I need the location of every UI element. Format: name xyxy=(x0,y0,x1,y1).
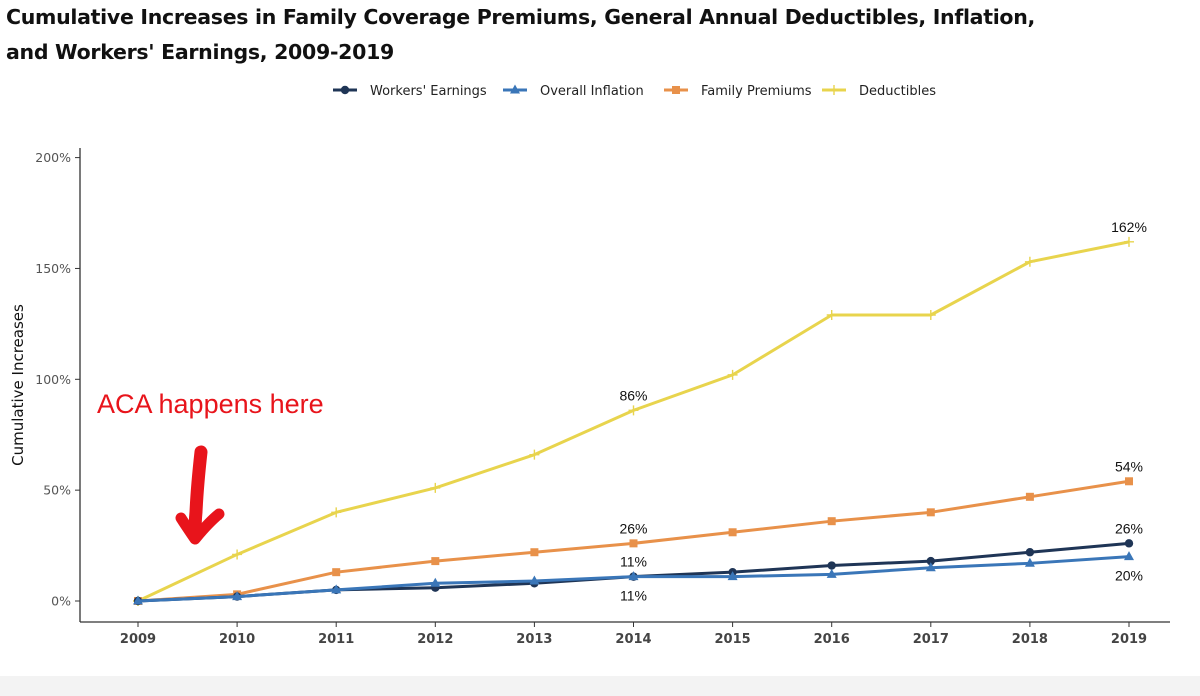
x-tick-label: 2012 xyxy=(417,632,453,647)
point-family-premiums xyxy=(431,557,440,566)
data-labels: 162% 86% 54% 26% 26% 11% 11% 20% xyxy=(619,219,1146,604)
point-deductibles xyxy=(331,507,342,518)
chart-title-line-1: Cumulative Increases in Family Coverage … xyxy=(6,5,1035,29)
legend-marker xyxy=(340,85,350,95)
point-overall-inflation xyxy=(628,571,639,581)
y-tick-label: 100% xyxy=(35,372,71,387)
data-label: 26% xyxy=(619,520,647,536)
series-overall-inflation xyxy=(133,551,1134,605)
legend-item-deductibles: Deductibles xyxy=(822,84,936,99)
chart-title: Cumulative Increases in Family Coverage … xyxy=(6,0,1186,70)
legend-marker xyxy=(672,86,680,94)
point-family-premiums xyxy=(827,517,836,526)
legend-label: Family Premiums xyxy=(701,84,812,99)
point-overall-inflation xyxy=(925,562,936,572)
point-deductibles xyxy=(430,482,441,493)
legend: Workers' Earnings Overall Inflation Family… xyxy=(333,84,936,99)
point-deductibles xyxy=(1024,256,1035,267)
legend-item-family-premiums: Family Premiums xyxy=(664,84,812,99)
data-label: 11% xyxy=(620,588,647,604)
point-overall-inflation xyxy=(826,568,837,578)
series-family-premiums xyxy=(134,477,1133,605)
data-label: 20% xyxy=(1115,568,1143,584)
x-tick-label: 2018 xyxy=(1012,632,1048,647)
chart-title-line-2: and Workers' Earnings, 2009-2019 xyxy=(6,40,395,64)
data-label: 26% xyxy=(1115,520,1143,536)
point-workers-earnings xyxy=(1124,539,1134,548)
aca-annotation: ACA happens here xyxy=(97,389,324,545)
point-deductibles xyxy=(529,449,540,460)
x-tick-label: 2010 xyxy=(219,632,255,647)
data-label: 162% xyxy=(1111,219,1147,235)
point-workers-earnings xyxy=(827,561,836,570)
point-family-premiums xyxy=(728,528,737,537)
legend-marker xyxy=(829,85,839,95)
point-overall-inflation xyxy=(430,577,441,587)
x-tick-label: 2014 xyxy=(615,632,651,647)
point-deductibles xyxy=(826,310,837,321)
axes: 0% 50% 100% 150% 200% 2009 2010 2011 2012 2013 201… xyxy=(9,148,1170,647)
y-tick-label: 200% xyxy=(35,150,71,165)
data-label: 86% xyxy=(619,387,647,403)
point-deductibles xyxy=(925,310,936,321)
point-deductibles xyxy=(1124,236,1134,247)
point-deductibles xyxy=(727,369,738,380)
point-deductibles xyxy=(628,405,639,416)
point-overall-inflation xyxy=(133,595,143,605)
y-axis-label: Cumulative Increases xyxy=(9,304,27,466)
point-family-premiums xyxy=(1125,477,1133,486)
point-overall-inflation xyxy=(529,575,540,585)
series-deductibles xyxy=(133,236,1134,606)
x-tick-label: 2016 xyxy=(814,632,850,647)
x-tick-label: 2009 xyxy=(120,632,156,647)
point-overall-inflation xyxy=(1024,557,1035,567)
point-overall-inflation xyxy=(1124,551,1134,561)
y-tick-label: 50% xyxy=(43,483,71,498)
point-deductibles xyxy=(232,549,243,560)
x-tick-label: 2011 xyxy=(318,632,354,647)
point-family-premiums xyxy=(629,539,638,548)
legend-label: Deductibles xyxy=(859,84,936,99)
point-family-premiums xyxy=(926,508,935,517)
point-family-premiums xyxy=(1025,492,1034,501)
y-tick-label: 0% xyxy=(51,594,71,609)
legend-marker xyxy=(510,84,520,94)
point-overall-inflation xyxy=(727,571,738,581)
point-overall-inflation xyxy=(331,584,342,594)
point-family-premiums xyxy=(530,548,539,557)
point-family-premiums xyxy=(332,568,341,577)
red-arrow-shaft-icon xyxy=(188,445,208,543)
point-workers-earnings xyxy=(926,556,935,566)
red-arrow-head-icon xyxy=(175,508,225,545)
x-tick-label: 2019 xyxy=(1111,632,1147,647)
legend-label: Overall Inflation xyxy=(540,84,644,99)
data-label: 54% xyxy=(1115,458,1143,474)
bottom-strip xyxy=(0,676,1200,696)
x-tick-label: 2013 xyxy=(516,632,552,647)
y-tick-label: 150% xyxy=(35,261,71,276)
x-tick-label: 2015 xyxy=(715,632,751,647)
annotation-text: ACA happens here xyxy=(97,389,324,419)
x-tick-label: 2017 xyxy=(913,632,949,647)
data-label: 11% xyxy=(620,554,647,570)
series-group xyxy=(133,236,1134,606)
point-workers-earnings xyxy=(1025,548,1035,557)
legend-item-workers-earnings: Workers' Earnings xyxy=(333,84,487,99)
point-overall-inflation xyxy=(232,591,243,601)
legend-label: Workers' Earnings xyxy=(370,84,487,99)
legend-item-overall-inflation: Overall Inflation xyxy=(503,84,644,99)
